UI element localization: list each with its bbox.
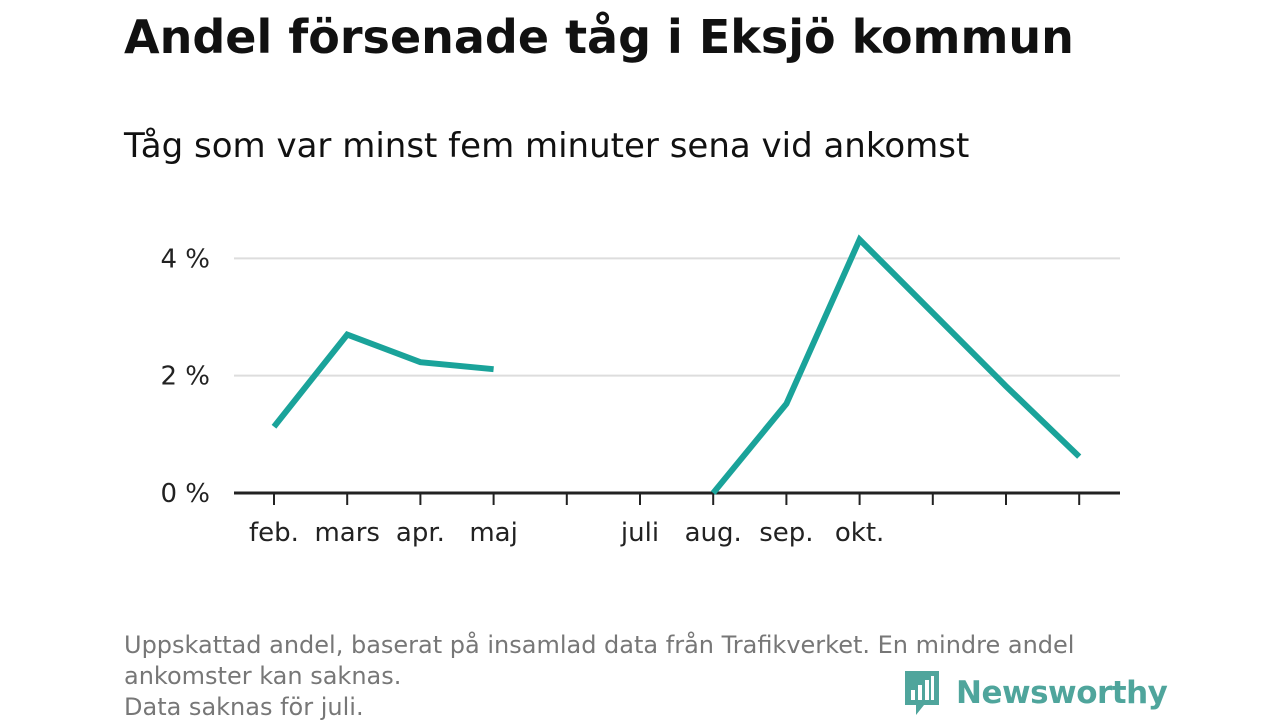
x-tick-label-2: apr. xyxy=(396,518,445,548)
x-tick-label-8: okt. xyxy=(835,518,884,548)
x-tick-label-7: sep. xyxy=(759,518,813,548)
x-tick-label-5: juli xyxy=(620,518,659,548)
x-tick-label-3: maj xyxy=(469,518,517,548)
y-tick-label-0: 0 % xyxy=(160,479,210,509)
gridlines xyxy=(234,258,1120,375)
x-axis-ticks: feb. mars apr. maj juli aug. sep. okt. xyxy=(249,493,1079,548)
y-tick-label-2: 2 % xyxy=(160,362,210,392)
series-line-segment-1 xyxy=(274,335,494,427)
y-tick-label-4: 4 % xyxy=(160,244,210,274)
newsworthy-logo[interactable]: Newsworthy xyxy=(902,668,1167,718)
footnote-line-1: Uppskattad andel, baserat på insamlad da… xyxy=(124,630,1164,661)
line-chart: 0 % 2 % 4 % feb. mars apr. maj juli aug. sep. okt… xyxy=(0,0,1280,600)
series-group xyxy=(274,239,1079,493)
series-line-segment-2 xyxy=(713,240,1079,493)
x-tick-label-0: feb. xyxy=(249,518,299,548)
x-tick-label-1: mars xyxy=(314,518,380,548)
newsworthy-logo-icon xyxy=(902,669,942,717)
x-tick-label-6: aug. xyxy=(685,518,742,548)
y-axis-ticks: 0 % 2 % 4 % xyxy=(160,244,210,509)
newsworthy-logo-text: Newsworthy xyxy=(956,675,1167,711)
